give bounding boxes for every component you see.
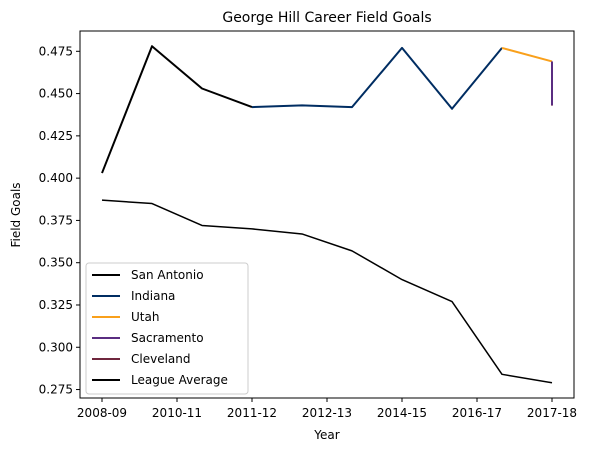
x-tick-label: 2010-11 xyxy=(152,406,202,420)
x-tick-label: 2016-17 xyxy=(452,406,502,420)
x-tick-label: 2012-13 xyxy=(302,406,352,420)
series-line-league-average xyxy=(101,199,553,384)
x-axis: 2008-09 2010-11 2011-12 2012-13 2014-15 2016-… xyxy=(77,398,577,420)
legend-label-cleveland: Cleveland xyxy=(131,352,191,366)
x-tick-label: 2017-18 xyxy=(527,406,577,420)
legend-label-league-average: League Average xyxy=(131,373,228,387)
legend: San Antonio Indiana Utah Sacramento Clevelan… xyxy=(85,262,249,395)
x-tick-label: 2008-09 xyxy=(77,406,127,420)
y-tick-label: 0.425 xyxy=(39,129,73,143)
legend-label-utah: Utah xyxy=(131,310,159,324)
y-axis-label: Field Goals xyxy=(9,182,23,247)
series-line-indiana xyxy=(251,46,503,110)
legend-box xyxy=(85,262,249,395)
plot-lines xyxy=(101,45,553,384)
legend-label-indiana: Indiana xyxy=(131,289,175,303)
y-tick-label: 0.275 xyxy=(39,383,73,397)
series-point-cleveland xyxy=(551,104,553,106)
y-tick-label: 0.300 xyxy=(39,340,73,354)
x-tick-label: 2011-12 xyxy=(227,406,277,420)
y-tick-label: 0.325 xyxy=(39,298,73,312)
y-tick-label: 0.450 xyxy=(39,87,73,101)
x-axis-label: Year xyxy=(313,428,339,442)
y-tick-label: 0.375 xyxy=(39,213,73,227)
series-line-san-antonio xyxy=(101,45,253,174)
chart-title: George Hill Career Field Goals xyxy=(222,10,431,26)
legend-label-san-antonio: San Antonio xyxy=(131,268,204,282)
x-tick-label: 2014-15 xyxy=(377,406,427,420)
legend-label-sacramento: Sacramento xyxy=(131,331,204,345)
y-axis: 0.275 0.300 0.325 0.350 0.375 0.400 0.425 0.450… xyxy=(39,44,80,397)
y-tick-label: 0.475 xyxy=(39,44,73,58)
y-tick-label: 0.400 xyxy=(39,171,73,185)
y-tick-label: 0.350 xyxy=(39,256,73,270)
series-line-utah xyxy=(501,46,553,63)
